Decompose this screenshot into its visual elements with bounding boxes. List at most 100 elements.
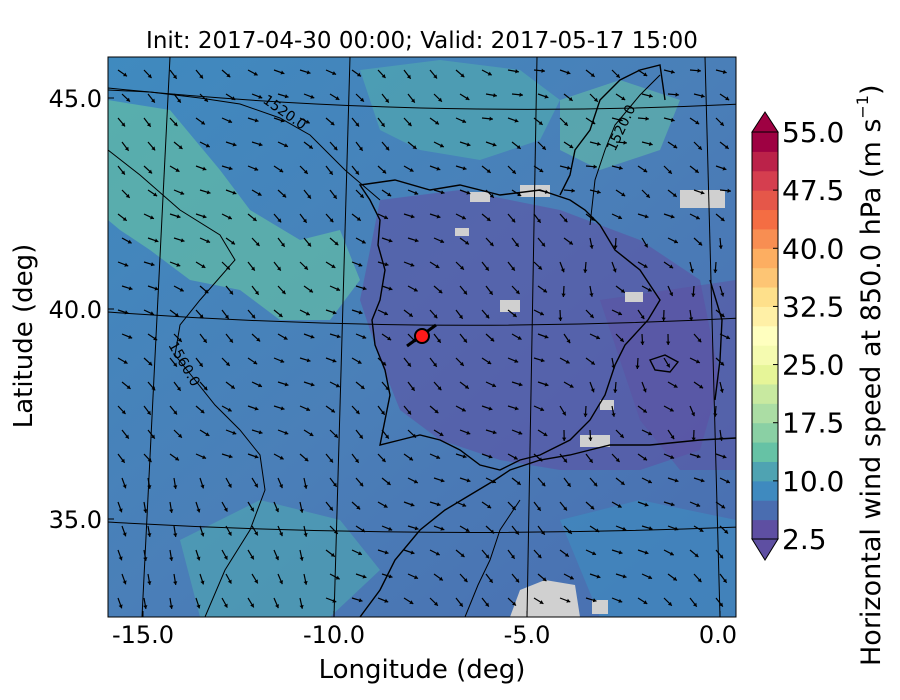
wind-arrow-head (250, 555, 254, 560)
wind-arrow-head (466, 142, 471, 147)
x-tick-label: -15.0 (112, 621, 174, 649)
wind-arrow-head (227, 215, 232, 220)
coastlines (358, 64, 736, 617)
colorbar-band (752, 209, 778, 230)
wind-arrow-head (205, 143, 210, 148)
wind-arrow-head (536, 218, 541, 223)
wind-arrow-head (414, 526, 419, 531)
wind-arrow-head (206, 239, 211, 244)
wind-arrow-head (254, 290, 259, 295)
wind-arrow-head (643, 168, 648, 173)
wind-arrow-head (485, 602, 489, 607)
wind-arrow-head (124, 310, 129, 315)
wind-arrow-head (661, 317, 666, 321)
wind-arrow-head (563, 218, 568, 223)
wind-arrow-head (511, 218, 516, 223)
colorbar-band (752, 422, 778, 443)
wind-arrow-head (465, 528, 470, 532)
wind-arrow-head (492, 383, 496, 388)
wind-arrow-head (436, 455, 441, 460)
wind-arrow-head (596, 189, 601, 194)
wind-arrow-head (124, 146, 129, 151)
colorbar-band (752, 306, 778, 327)
wind-arrow-head (540, 530, 545, 535)
wind-arrow-head (176, 262, 181, 267)
wind-arrow-head (511, 505, 516, 510)
wind-arrow-head (564, 552, 569, 557)
wind-arrow-head (362, 286, 367, 291)
wind-arrow-head (232, 430, 237, 435)
wind-arrow-head (720, 217, 725, 221)
colorbar-extend-top (751, 111, 779, 133)
wind-arrow-head (591, 120, 596, 125)
wind-arrow-head (329, 458, 334, 463)
wind-arrow-head (154, 238, 159, 243)
wind-arrow-head (674, 478, 679, 483)
wind-arrow-head (611, 413, 616, 417)
wind-arrow-head (150, 262, 155, 267)
wind-arrow-head (149, 215, 154, 220)
wind-arrow-head (226, 265, 230, 270)
wind-arrow-head (695, 215, 700, 220)
wind-arrow-head (169, 605, 174, 609)
wind-arrow-head (143, 509, 148, 513)
wind-arrow-head (492, 430, 497, 435)
wind-arrow-head (515, 578, 520, 583)
wind-arrow-head (388, 286, 393, 291)
wind-arrow-head (302, 218, 307, 223)
wind-arrow-head (688, 317, 694, 321)
wind-arrow-head (647, 287, 652, 292)
y-axis-label: Latitude (deg) (9, 244, 39, 429)
wind-arrow-head (617, 503, 622, 508)
wind-arrow-head (725, 335, 730, 340)
x-tick-label: 0.0 (699, 621, 737, 649)
wind-arrow-head (670, 117, 675, 122)
wind-arrow-head (435, 551, 440, 556)
wind-arrow-head (647, 431, 652, 436)
wind-arrow-head (232, 142, 237, 147)
wind-arrow-head (180, 190, 185, 195)
wind-arrow-head (589, 245, 594, 249)
wind-arrow-head (178, 145, 183, 149)
wind-arrow-head (464, 384, 469, 389)
wind-arrow-head (335, 383, 340, 388)
wind-arrow-head (648, 141, 653, 146)
wind-arrow-head (722, 166, 727, 171)
wind-arrow-head (199, 314, 204, 319)
wind-arrow-head (699, 384, 704, 389)
wind-arrow-head (566, 165, 571, 170)
wind-arrow-head (304, 457, 309, 462)
wind-arrow-head (463, 578, 468, 583)
wind-arrow-head (670, 435, 675, 440)
wind-arrow-head (307, 194, 311, 199)
wind-arrow-head (203, 97, 208, 102)
wind-arrow-head (359, 193, 364, 198)
wind-arrow-head (462, 502, 467, 507)
wind-arrow-head (201, 264, 206, 268)
wind-arrow-head (433, 74, 438, 79)
wind-arrow-head (488, 578, 493, 583)
wind-arrow-head (613, 389, 618, 393)
wind-arrow-head (718, 245, 723, 249)
wind-arrow-head (284, 94, 289, 99)
wind-arrow-head (173, 122, 178, 127)
wind-arrow-head (310, 334, 315, 339)
wind-arrow-head (538, 265, 542, 270)
wind-arrow-head (254, 579, 258, 584)
wind-arrow-head (642, 388, 647, 393)
wind-arrow-head (643, 263, 648, 268)
wind-arrow-head (464, 240, 469, 245)
wind-arrow-head (385, 386, 390, 391)
wind-arrow-head (488, 406, 493, 411)
wind-arrow-head (254, 454, 259, 459)
wind-arrow-head (223, 507, 228, 512)
wind-arrow-head (593, 482, 598, 487)
map-title: Init: 2017-04-30 00:00; Valid: 2017-05-1… (146, 28, 698, 54)
wind-arrow-head (255, 242, 260, 247)
wind-arrow-head (128, 286, 133, 291)
wind-arrow-head (257, 383, 262, 388)
wind-arrow-head (435, 264, 440, 268)
wind-arrow-head (118, 556, 123, 561)
wind-arrow-head (611, 365, 616, 369)
wind-arrow-head (672, 192, 677, 197)
